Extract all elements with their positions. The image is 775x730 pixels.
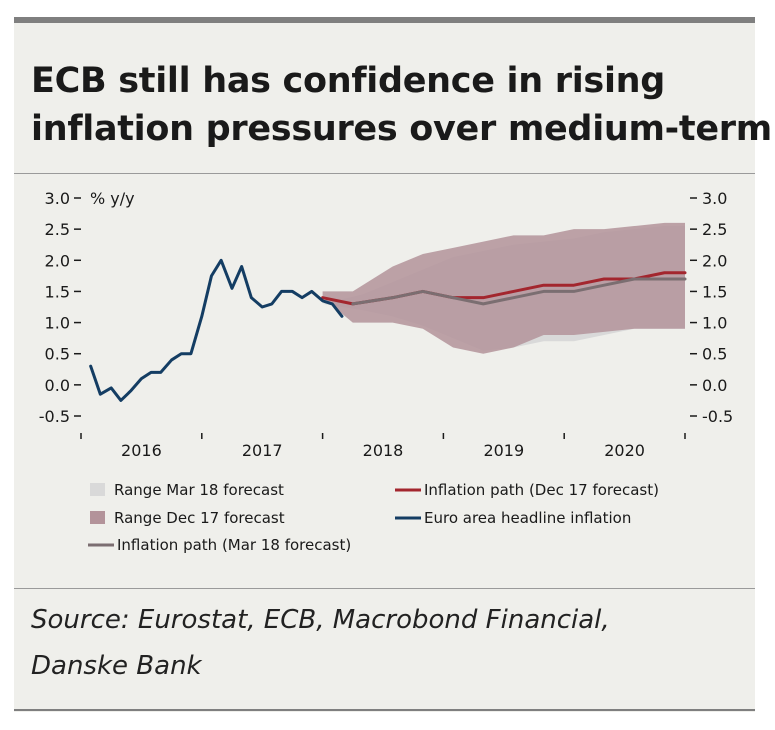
y-tick-label-left: -0.5 <box>39 407 70 426</box>
y-tick-label-left: 0.5 <box>45 345 70 364</box>
y-tick-label-right: 0.0 <box>702 376 727 395</box>
y-tick-label-right: 1.0 <box>702 314 727 333</box>
legend-range-mar-18-forecast-swatch <box>90 483 105 496</box>
line-inflation-path-mar-18-forecast <box>351 277 687 306</box>
y-tick-label-right: 0.5 <box>702 345 727 364</box>
legend-inflation-path-dec-17-forecast-label: Inflation path (Dec 17 forecast) <box>424 481 659 499</box>
y-tick-label-left: 1.0 <box>45 314 70 333</box>
source-line-2: Danske Bank <box>31 651 202 681</box>
legend-euro-area-headline-inflation-label: Euro area headline inflation <box>424 509 631 527</box>
top-divider <box>14 17 755 23</box>
x-tick-label: 2017 <box>242 441 283 460</box>
x-tick-label: 2018 <box>363 441 404 460</box>
series-lines <box>89 258 687 402</box>
source-divider <box>14 588 755 589</box>
y-tick-label-left: 3.0 <box>45 189 70 208</box>
chart-panel: ECB still has confidence in rising infla… <box>14 17 772 712</box>
inflation-chart: 3.0 3.0 2.5 2.5 2.0 2.0 1.5 1.5 1.0 1.0 0.5 0.5 0.0 0… <box>39 189 733 554</box>
axes <box>74 197 697 439</box>
y-axis-label: % y/y <box>90 189 135 208</box>
line-euro-area-headline-inflation <box>89 258 344 402</box>
source-line-1: Source: Eurostat, ECB, Macrobond Financi… <box>31 605 610 635</box>
y-tick-label-right: -0.5 <box>702 407 733 426</box>
y-tick-label-right: 2.0 <box>702 251 727 270</box>
bottom-divider <box>14 709 755 711</box>
x-tick-label: 2016 <box>121 441 162 460</box>
band-range-dec-17-forecast <box>322 222 685 354</box>
legend: Range Mar 18 forecast Inflation path (Dec… <box>88 481 659 554</box>
legend-range-mar-18-forecast-label: Range Mar 18 forecast <box>114 481 284 499</box>
tick-labels: 3.0 3.0 2.5 2.5 2.0 2.0 1.5 1.5 1.0 1.0 0.5 0.5 0.0 0… <box>39 189 733 460</box>
title-divider <box>14 173 755 174</box>
title-line-2: inflation pressures over medium-term <box>31 109 772 149</box>
x-tick-label: 2019 <box>483 441 524 460</box>
source-note: Source: Eurostat, ECB, Macrobond Financi… <box>31 597 731 689</box>
y-tick-label-left: 2.5 <box>45 220 70 239</box>
y-tick-label-right: 2.5 <box>702 220 727 239</box>
legend-inflation-path-mar-18-forecast-label: Inflation path (Mar 18 forecast) <box>117 536 351 554</box>
y-tick-label-left: 2.0 <box>45 251 70 270</box>
legend-range-dec-17-forecast-swatch <box>90 511 105 524</box>
forecast-bands <box>322 222 685 354</box>
y-tick-label-right: 3.0 <box>702 189 727 208</box>
page-title: ECB still has confidence in rising infla… <box>31 57 772 153</box>
legend-range-dec-17-forecast-label: Range Dec 17 forecast <box>114 509 285 527</box>
y-tick-label-left: 1.5 <box>45 282 70 301</box>
y-tick-label-right: 1.5 <box>702 282 727 301</box>
y-tick-label-left: 0.0 <box>45 376 70 395</box>
title-line-1: ECB still has confidence in rising <box>31 61 666 101</box>
x-tick-label: 2020 <box>604 441 645 460</box>
